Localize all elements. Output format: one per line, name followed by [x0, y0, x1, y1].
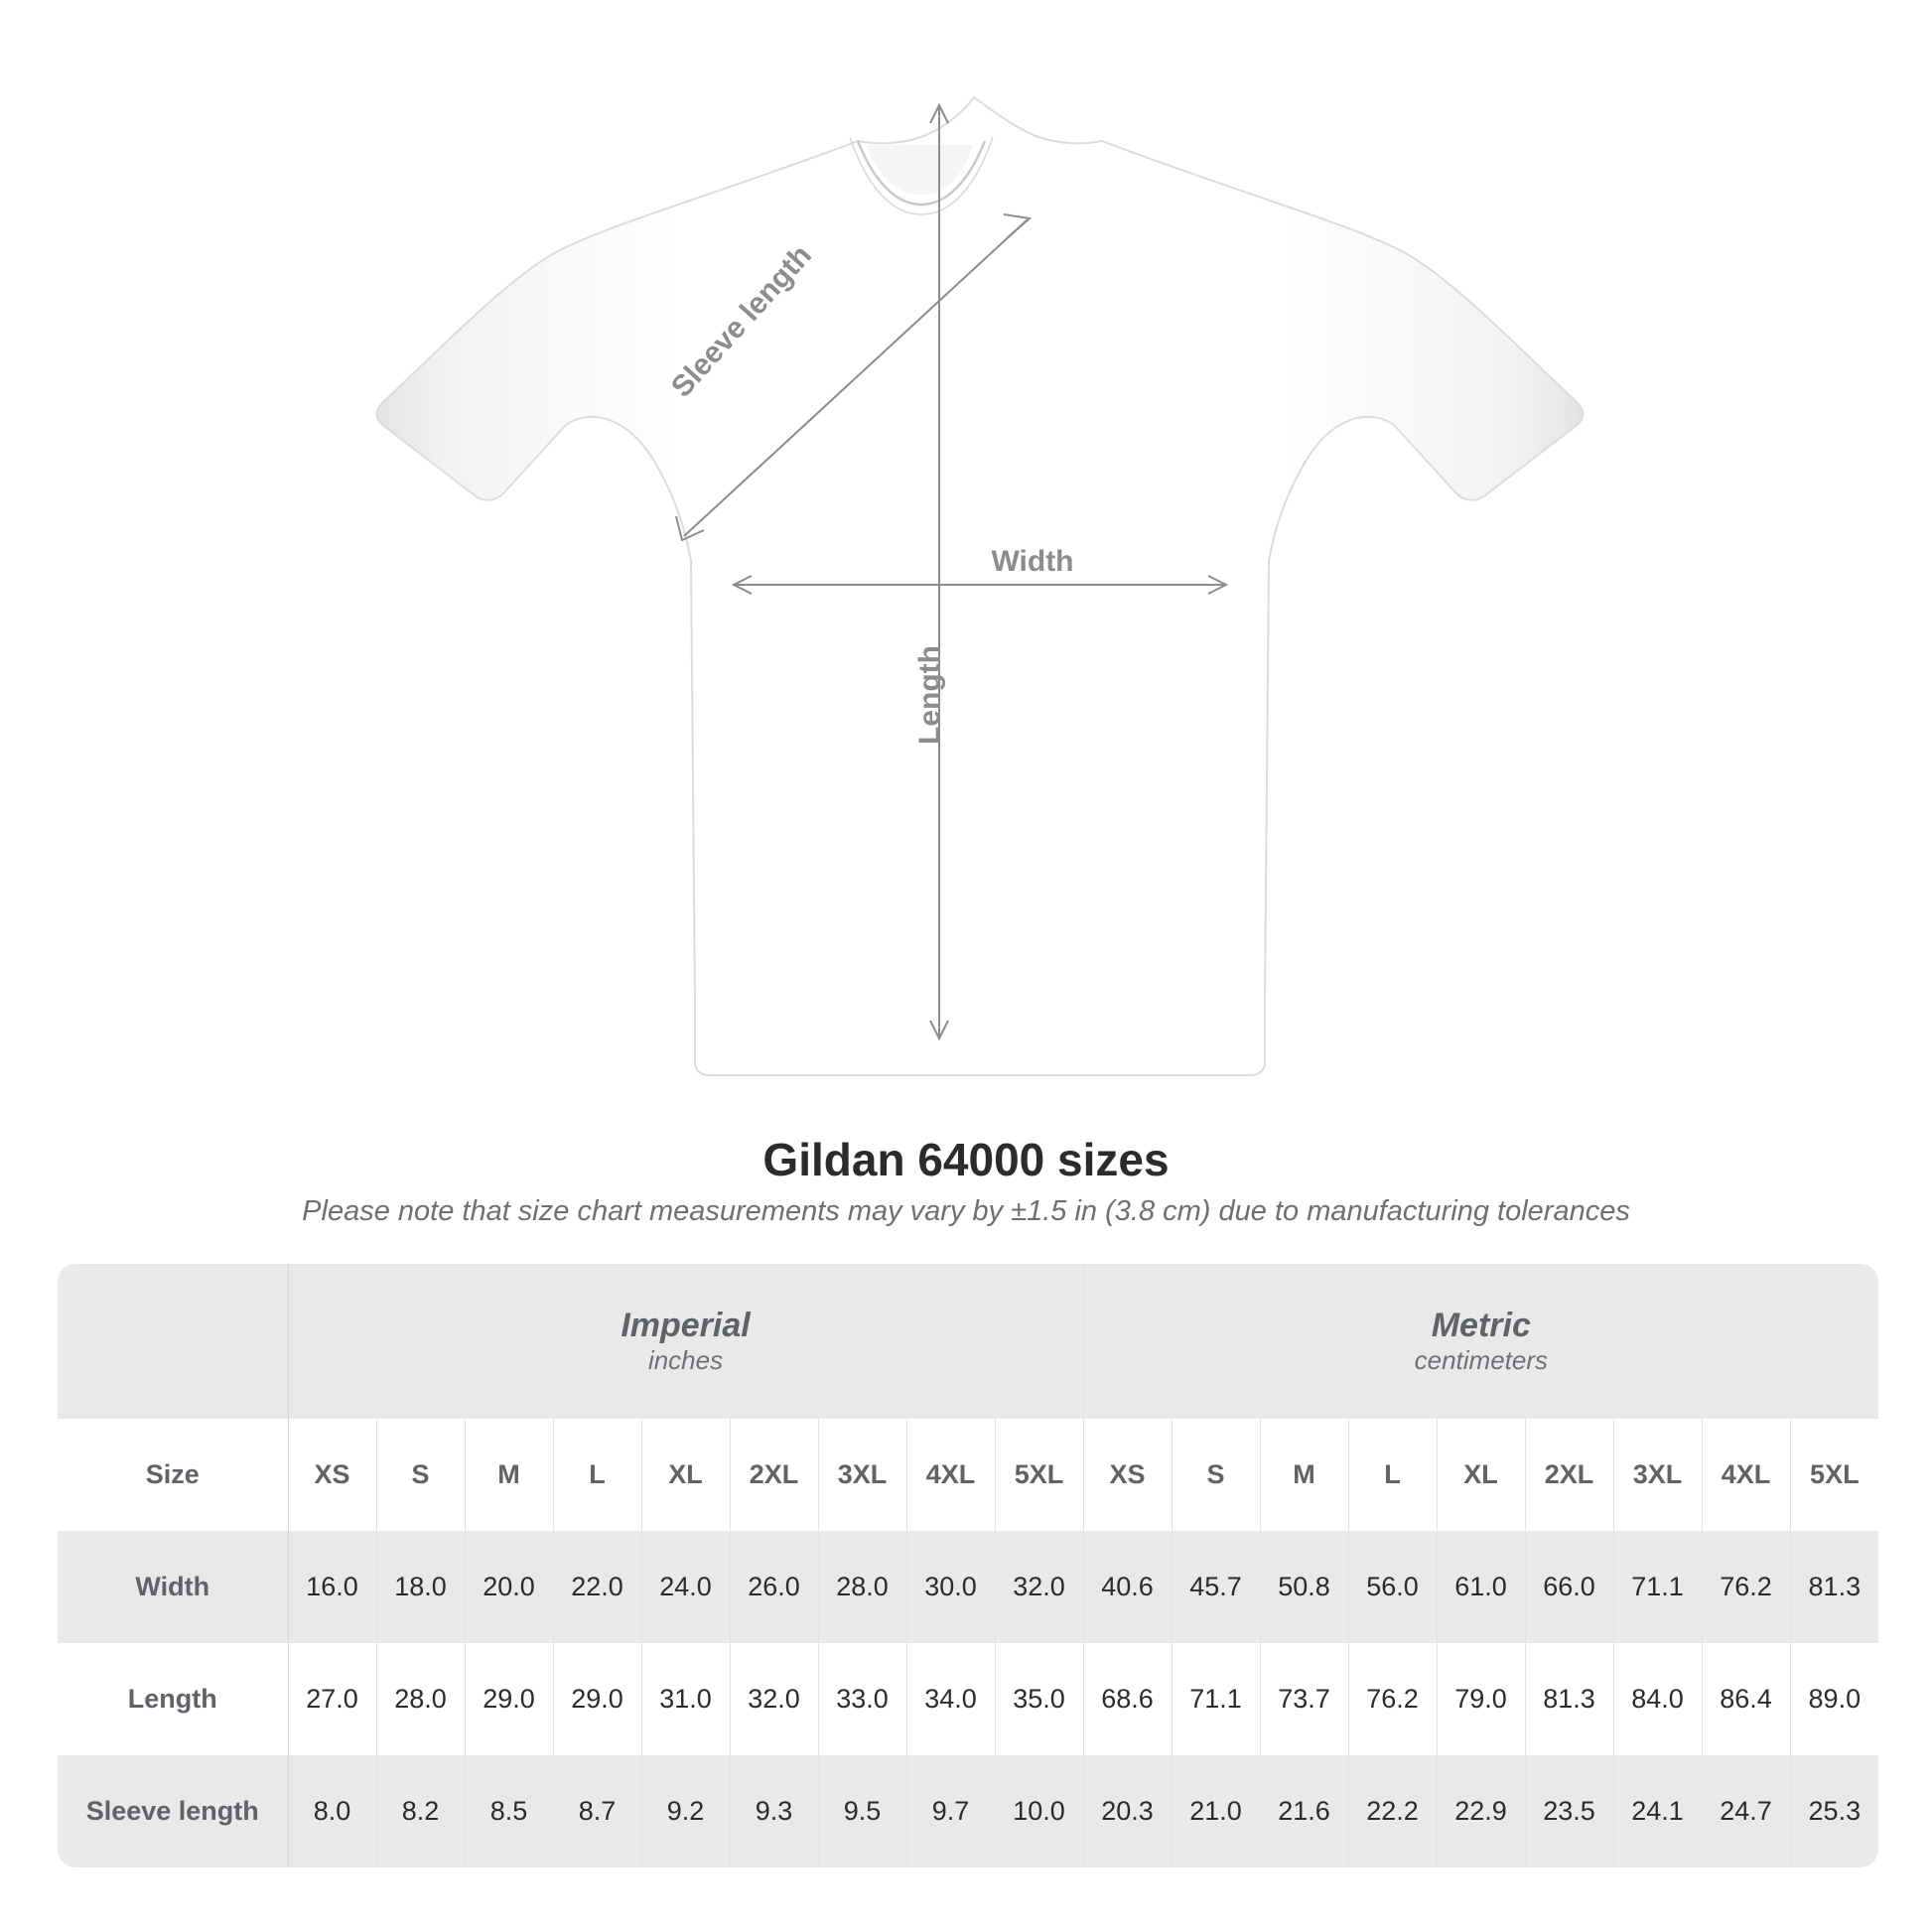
- svg-text:Width: Width: [991, 545, 1073, 578]
- svg-text:Length: Length: [913, 645, 946, 745]
